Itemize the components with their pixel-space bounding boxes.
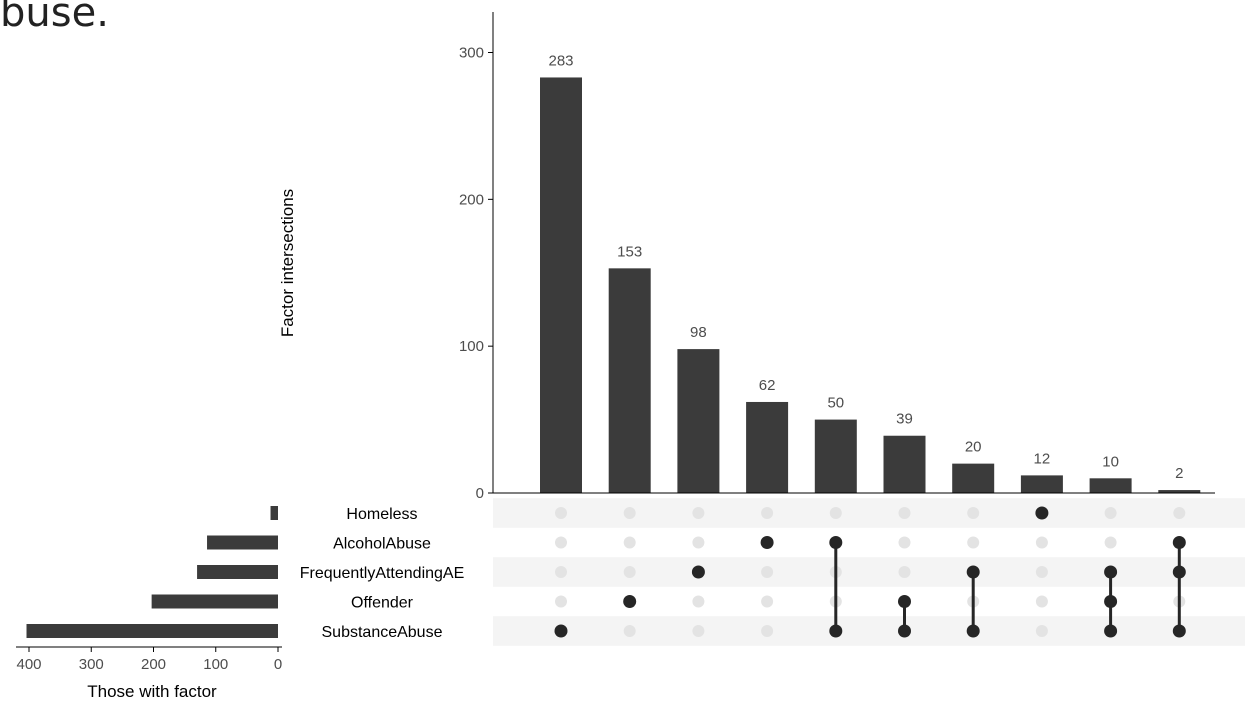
matrix-dot-inactive — [761, 507, 774, 519]
intersection-bar — [952, 463, 995, 493]
set-size-tick-label: 0 — [274, 656, 282, 673]
matrix-dot-inactive — [898, 566, 911, 578]
set-size-bar — [207, 535, 278, 550]
matrix-dot-inactive — [829, 507, 842, 519]
matrix-dot-inactive — [555, 595, 567, 608]
matrix-dot-active — [691, 565, 705, 579]
matrix-dot-inactive — [623, 507, 636, 519]
matrix-dot-inactive — [1035, 625, 1048, 637]
matrix-stripe — [493, 557, 1245, 587]
set-size-tick-label: 300 — [79, 656, 104, 673]
intersection-bar — [1089, 478, 1132, 493]
set-size-bar — [151, 594, 278, 609]
matrix-dot-active — [1172, 624, 1186, 638]
matrix-dot-active — [623, 595, 637, 608]
matrix-dot-inactive — [692, 507, 705, 519]
bar-value-label: 50 — [827, 395, 844, 412]
matrix-dot-active — [1172, 536, 1186, 549]
matrix-stripe — [493, 616, 1245, 646]
intersection-bar — [608, 268, 651, 493]
set-label: SubstanceAbuse — [322, 624, 443, 641]
matrix-dot-inactive — [623, 536, 636, 549]
y-tick-label: 200 — [459, 191, 484, 208]
bar-value-label: 10 — [1102, 453, 1119, 470]
matrix-dot-active — [829, 536, 843, 549]
intersection-bar — [540, 77, 582, 493]
matrix-dot-inactive — [692, 595, 705, 608]
matrix-dot-active — [1104, 624, 1118, 638]
bar-value-label: 12 — [1034, 450, 1051, 467]
matrix-dot-active — [1104, 595, 1118, 608]
y-tick-label: 300 — [459, 45, 484, 62]
matrix-dot-inactive — [1035, 536, 1048, 549]
set-size-tick-label: 400 — [16, 656, 41, 673]
y-tick-label: 100 — [459, 338, 484, 355]
matrix-dot-inactive — [967, 507, 980, 519]
set-size-bar — [270, 506, 278, 520]
matrix-dot-active — [554, 624, 568, 638]
matrix-dot-inactive — [967, 536, 980, 549]
bar-value-label: 283 — [548, 52, 573, 69]
bar-value-label: 20 — [965, 439, 982, 456]
matrix-dot-active — [898, 624, 911, 638]
matrix-dot-inactive — [692, 625, 705, 637]
page-text-fragment: buse. — [0, 0, 109, 36]
matrix-dot-active — [829, 624, 843, 638]
set-label: Offender — [351, 595, 414, 612]
intersection-bar — [677, 349, 720, 493]
matrix-dot-inactive — [1035, 595, 1048, 608]
matrix-dot-inactive — [898, 536, 911, 549]
matrix-dot-inactive — [898, 507, 911, 519]
intersection-bar — [1158, 490, 1201, 493]
intersection-bar — [883, 435, 926, 493]
bar-value-label: 98 — [690, 324, 707, 341]
matrix-dot-inactive — [555, 536, 567, 549]
matrix-dot-inactive — [555, 566, 567, 578]
matrix-dot-inactive — [761, 595, 774, 608]
set-size-bar — [197, 565, 278, 579]
matrix-stripe — [493, 498, 1245, 528]
matrix-dot-inactive — [1173, 507, 1186, 519]
matrix-dot-inactive — [623, 625, 636, 637]
intersection-bar — [1020, 475, 1063, 493]
set-size-bar — [26, 624, 279, 638]
matrix-dot-inactive — [761, 566, 774, 578]
intersection-bar — [746, 401, 789, 493]
matrix-dot-inactive — [555, 507, 567, 519]
matrix-dot-active — [1104, 565, 1118, 579]
matrix-dot-inactive — [1104, 507, 1117, 519]
matrix-dot-inactive — [1035, 566, 1048, 578]
matrix-dot-active — [966, 624, 980, 638]
matrix-dot-active — [1035, 506, 1049, 520]
bar-value-label: 62 — [759, 377, 776, 394]
matrix-dot-inactive — [1104, 536, 1117, 549]
matrix-dot-active — [966, 565, 980, 579]
intersection-bar — [814, 419, 857, 493]
bar-value-label: 153 — [617, 243, 642, 260]
set-size-axis-title: Those with factor — [87, 682, 217, 701]
matrix-dot-inactive — [692, 536, 705, 549]
matrix-dot-inactive — [623, 566, 636, 578]
matrix-dot-active — [898, 595, 911, 608]
set-label: Homeless — [346, 506, 417, 523]
matrix-dot-active — [760, 536, 774, 549]
bar-value-label: 39 — [896, 411, 913, 428]
set-label: AlcoholAbuse — [333, 536, 431, 553]
matrix-dot-inactive — [761, 625, 774, 637]
matrix-dot-active — [1172, 565, 1186, 579]
set-size-tick-label: 200 — [141, 656, 166, 673]
bar-value-label: 2 — [1175, 465, 1183, 482]
y-tick-label: 0 — [476, 485, 484, 502]
set-label: FrequentlyAttendingAE — [300, 565, 465, 582]
set-size-tick-label: 100 — [203, 656, 228, 673]
y-axis-title: Factor intersections — [278, 189, 297, 337]
